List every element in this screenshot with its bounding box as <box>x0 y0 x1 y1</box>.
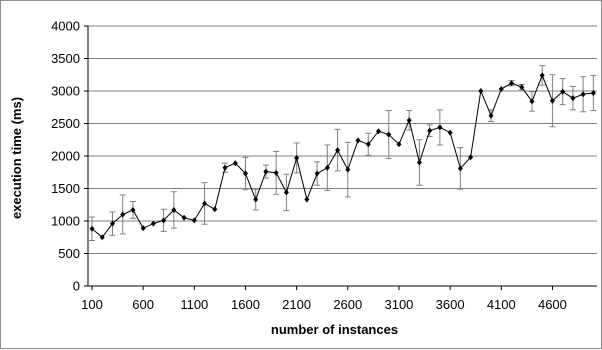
data-point <box>89 225 95 232</box>
data-point <box>181 214 187 221</box>
data-point <box>375 128 381 135</box>
axis-layer <box>84 25 597 290</box>
tick-label-layer: 0 500 1000 1500 2000 2500 3000 3500 4000 100 600 11… <box>51 19 567 313</box>
data-point <box>232 160 238 167</box>
data-point <box>283 189 289 196</box>
data-point <box>560 88 566 95</box>
x-tick-label: 3600 <box>436 297 465 312</box>
data-point <box>335 147 341 154</box>
y-tick-label: 1000 <box>51 214 80 229</box>
data-point <box>416 159 422 166</box>
x-tick-label: 4600 <box>538 297 567 312</box>
y-tick-label: 500 <box>58 246 80 261</box>
x-tick-label: 2100 <box>282 297 311 312</box>
data-point <box>498 86 504 93</box>
y-tick-label: 0 <box>73 279 80 294</box>
data-point <box>570 95 576 102</box>
data-point <box>202 200 208 207</box>
y-tick-label: 4000 <box>51 19 80 34</box>
x-axis-label: number of instances <box>271 322 398 337</box>
x-tick-label: 1100 <box>180 297 208 312</box>
data-point <box>120 211 126 218</box>
data-point <box>171 206 177 213</box>
x-tick-label: 100 <box>81 297 103 312</box>
data-point <box>324 164 330 171</box>
data-point <box>150 220 156 227</box>
data-point <box>222 164 228 171</box>
data-point <box>242 170 248 177</box>
data-point <box>539 72 545 79</box>
data-point <box>345 166 351 173</box>
y-tick-label: 2500 <box>51 116 80 131</box>
data-point <box>253 196 259 203</box>
y-tick-label: 3500 <box>51 51 80 66</box>
x-tick-label: 3100 <box>384 297 413 312</box>
y-axis-label: execution time (ms) <box>9 97 24 219</box>
error-bar-layer <box>89 65 597 241</box>
data-point <box>294 154 300 161</box>
data-point <box>478 88 484 94</box>
data-point <box>427 127 433 134</box>
data-point <box>468 154 474 161</box>
data-point <box>396 141 402 148</box>
data-point <box>488 112 494 119</box>
data-point <box>273 169 279 176</box>
data-point <box>549 97 555 104</box>
data-point <box>386 131 392 138</box>
data-point <box>304 196 310 203</box>
data-point <box>580 91 586 98</box>
x-tick-label: 4100 <box>487 297 516 312</box>
data-point <box>406 117 412 124</box>
grid-layer <box>88 25 597 254</box>
data-point <box>509 80 515 87</box>
data-point <box>447 129 453 136</box>
data-point <box>130 206 136 213</box>
data-point <box>212 206 218 213</box>
y-tick-label: 3000 <box>51 84 80 99</box>
data-point <box>437 124 443 131</box>
data-point <box>314 170 320 177</box>
data-point <box>161 217 167 224</box>
data-point <box>457 165 463 172</box>
series-line-layer <box>91 74 594 238</box>
data-point <box>365 141 371 148</box>
data-point <box>140 225 146 232</box>
data-point <box>529 98 535 105</box>
x-tick-label: 1600 <box>231 297 260 312</box>
data-point <box>519 84 525 91</box>
x-tick-label: 600 <box>132 297 154 312</box>
y-tick-label: 2000 <box>51 149 80 164</box>
data-point <box>590 89 596 96</box>
x-tick-label: 2600 <box>333 297 362 312</box>
marker-layer <box>89 72 596 241</box>
y-tick-label: 1500 <box>51 181 80 196</box>
data-point <box>99 234 105 241</box>
data-point <box>109 220 115 227</box>
data-point <box>191 217 197 224</box>
data-point <box>263 168 269 175</box>
series-line <box>91 74 594 238</box>
data-point <box>355 137 361 144</box>
